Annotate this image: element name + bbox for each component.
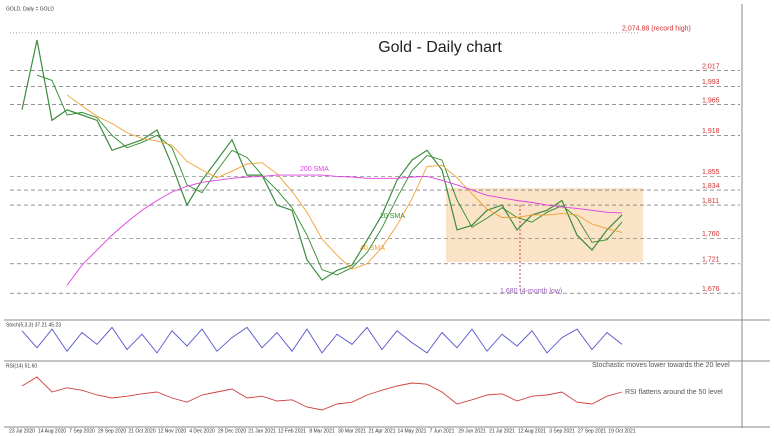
x-tick-label: 27 Sep 2021: [578, 428, 607, 434]
chart-title: Gold - Daily chart: [378, 39, 502, 56]
series-line: [21, 376, 623, 411]
x-tick-label: 23 Jul 2020: [9, 428, 35, 434]
x-tick-label: 12 Nov 2020: [158, 428, 187, 434]
level-label: 1,965: [702, 97, 720, 104]
header: GOLD, Daily = GOLD: [6, 6, 54, 12]
level-label: 1,721: [702, 257, 720, 264]
low-annotation: 1,680 (4-month low): [500, 288, 562, 295]
x-tick-label: 19 Oct 2021: [608, 428, 635, 434]
series-line: [66, 94, 623, 270]
x-tick-label: 12 Aug 2021: [518, 428, 546, 434]
series-line: [21, 326, 623, 354]
x-tick-label: 21 Apr 2021: [369, 428, 396, 434]
stoch-annotation: Stochastic moves lower towards the 20 le…: [592, 362, 730, 369]
x-tick-label: 12 Feb 2021: [278, 428, 306, 434]
sma-label: 200 SMA: [300, 166, 329, 173]
level-label: 1,993: [702, 79, 720, 86]
x-tick-label: 29 Dec 2020: [218, 428, 247, 434]
x-tick-label: 4 Dec 2020: [189, 428, 215, 434]
x-tick-label: 21 Jul 2021: [489, 428, 515, 434]
level-label: 1,918: [702, 128, 720, 135]
x-tick-label: 14 Aug 2020: [38, 428, 66, 434]
x-tick-label: 3 Sep 2021: [549, 428, 575, 434]
x-tick-label: 8 Mar 2021: [309, 428, 335, 434]
rsi-annotation: RSI flattens around the 50 level: [625, 389, 723, 396]
level-label: 1,834: [702, 183, 720, 190]
x-tick-label: 21 Oct 2020: [128, 428, 155, 434]
x-tick-label: 7 Sep 2020: [69, 428, 95, 434]
x-tick-label: 21 Jan 2021: [248, 428, 276, 434]
x-tick-label: 30 Mar 2021: [338, 428, 366, 434]
level-label: 1,855: [702, 169, 720, 176]
level-label: 2,017: [702, 63, 720, 70]
sma-label: 20 SMA: [380, 213, 405, 220]
level-label: 1,676: [702, 286, 720, 293]
x-tick-label: 29 Sep 2020: [98, 428, 127, 434]
level-label: 1,760: [702, 231, 720, 238]
level-label: 2,074.88 (record high): [622, 26, 691, 33]
panel-label: RSI(14) 51.60: [6, 363, 37, 369]
x-tick-label: 29 Jun 2021: [458, 428, 486, 434]
series-line: [36, 74, 623, 276]
level-label: 1,811: [702, 198, 719, 205]
x-tick-label: 14 May 2021: [398, 428, 427, 434]
x-tick-label: 7 Jun 2021: [430, 428, 455, 434]
panel-label: Stoch(5,3,3) 37.21 45.23: [6, 322, 61, 328]
series-line: [21, 39, 623, 281]
sma-label: 40 SMA: [360, 245, 385, 252]
series-line: [66, 174, 623, 286]
